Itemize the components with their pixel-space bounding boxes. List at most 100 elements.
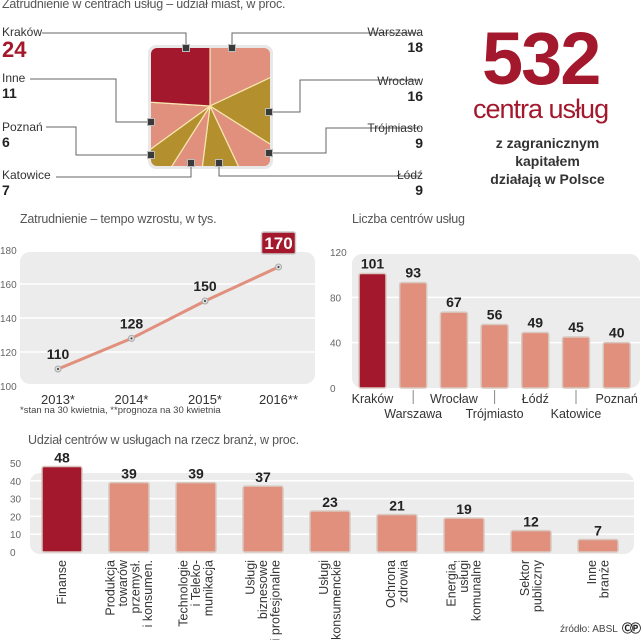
- city-y-tick: 0: [330, 384, 336, 395]
- leader-marker-krakow: [182, 44, 190, 52]
- industry-data-label: 21: [389, 498, 405, 514]
- line-y-tick: 140: [0, 314, 17, 325]
- pie-value-lodz: 9: [415, 182, 423, 198]
- leader-marker-warszawa: [228, 44, 236, 52]
- pie-value-katowice: 7: [2, 182, 10, 198]
- pie-value-krakow: 24: [2, 37, 27, 62]
- industry-y-tick: 50: [10, 459, 22, 470]
- city-bar-chart: 0 40 80 120 101 Kraków 93 Warszawa 67 Wrocław 56 Tr…: [330, 248, 640, 421]
- city-bar: [521, 331, 550, 389]
- line-y-tick: 180: [0, 246, 17, 257]
- pie-slice-inne: [151, 98, 212, 166]
- pie-slice-krakow: [151, 48, 211, 107]
- industry-x-label: publiczny: [530, 559, 544, 612]
- industry-bar-chart: 0 10 20 30 40 50 48 Finanse 39 Produkcjatowarówpr…: [10, 450, 634, 640]
- city-bar: [439, 311, 469, 389]
- city-x-label: Katowice: [551, 407, 602, 421]
- industry-bar: [577, 538, 619, 553]
- pie-value-trojmiasto: 9: [415, 135, 423, 151]
- city-x-label: Łódź: [522, 392, 549, 406]
- industry-x-label: Usługi: [317, 560, 331, 595]
- city-data-label: 67: [446, 294, 462, 310]
- line-point-center: [204, 300, 206, 302]
- headline-desc-line: z zagranicznym: [495, 135, 600, 151]
- pie-value-poznan: 6: [2, 134, 10, 150]
- industry-x-label: Sektor: [518, 560, 532, 596]
- leader-line-krakow: [42, 32, 187, 48]
- industry-x-label: Technologie: [177, 560, 191, 627]
- industry-data-label: 12: [523, 514, 539, 530]
- city-data-label: 45: [568, 319, 584, 335]
- leader-line-poznan: [46, 126, 151, 156]
- pie-label-warszawa: Warszawa: [367, 25, 423, 39]
- industry-x-label: zdrowia: [396, 560, 410, 603]
- industry-x-label: usługi: [457, 560, 471, 593]
- pie-label-inne: Inne: [2, 71, 26, 85]
- line-point-center: [277, 266, 280, 268]
- city-bar: [561, 336, 591, 389]
- industry-x-label: biznesowe: [256, 560, 270, 619]
- line-point-center: [130, 337, 133, 340]
- line-data-label: 170: [264, 234, 292, 253]
- industry-bar: [41, 465, 83, 553]
- line-series: [57, 265, 280, 371]
- city-y-tick: 120: [330, 248, 347, 259]
- industry-bar: [510, 529, 552, 553]
- industry-x-label: Usługi: [244, 560, 258, 595]
- leader-line-inne: [30, 78, 151, 123]
- industry-x-label: Inne: [585, 560, 599, 584]
- city-data-label: 49: [528, 314, 544, 330]
- pie-label-lodz: Łódź: [396, 168, 423, 182]
- leader-line-warszawa: [231, 32, 420, 48]
- city-bar: [602, 341, 631, 389]
- leader-marker-trojmiasto: [265, 149, 273, 157]
- pie-slice-katowice: [151, 105, 211, 166]
- industry-data-label: 37: [255, 469, 271, 485]
- industry-x-label: Produkcja: [103, 560, 117, 616]
- line-x-tick: 2014*: [115, 392, 149, 407]
- line-x-tick: 2013*: [41, 392, 75, 407]
- leader-marker-katowice: [187, 159, 195, 167]
- creative-commons-icon: ⒸⓅ: [622, 623, 641, 635]
- industry-data-label: 48: [54, 450, 70, 466]
- leader-line-wroclaw: [269, 79, 420, 113]
- pie-value-warszawa: 18: [407, 39, 423, 55]
- industry-y-tick: 20: [10, 512, 22, 523]
- industry-x-label: konsumenckie: [329, 560, 343, 640]
- pie-label-trojmiasto: Trójmiasto: [367, 121, 423, 135]
- industry-bar: [108, 481, 150, 553]
- city-x-label: Poznań: [595, 392, 637, 406]
- industry-chart-title: Udział centrów w usługach na rzecz branż…: [28, 433, 299, 447]
- industry-x-label: branże: [597, 560, 611, 598]
- industry-y-tick: 30: [10, 495, 22, 506]
- industry-y-tick: 0: [10, 548, 16, 559]
- industry-x-label: Ochrona: [384, 560, 398, 608]
- city-data-label: 40: [609, 325, 625, 341]
- industry-x-label: Energia,: [445, 560, 459, 607]
- line-chart-footnote: *stan na 30 kwietnia, **prognoza na 30 k…: [20, 405, 221, 416]
- line-data-label: 150: [193, 278, 217, 294]
- line-data-label: 110: [47, 346, 70, 362]
- industry-bar: [443, 517, 485, 553]
- industry-bar: [242, 485, 284, 553]
- industry-x-label: komunalne: [470, 560, 484, 621]
- industry-y-tick: 10: [10, 530, 22, 541]
- city-x-label: Trójmiasto: [466, 407, 524, 421]
- headline-subtitle: centra usług: [473, 94, 609, 124]
- city-x-label: Kraków: [352, 392, 395, 406]
- line-y-tick: 100: [0, 382, 17, 393]
- line-x-tick: 2015*: [188, 392, 222, 407]
- line-chart-title: Zatrudnienie – tempo wzrostu, w tys.: [20, 212, 217, 226]
- line-highlight-badge: [260, 231, 297, 255]
- pie-label-poznan: Poznań: [2, 120, 43, 134]
- line-x-tick: 2016**: [259, 392, 298, 407]
- line-point-center: [57, 368, 59, 370]
- source-note: źródło: ABSL: [560, 624, 618, 635]
- leader-line-trojmiasto: [269, 127, 420, 154]
- industry-data-label: 23: [322, 494, 338, 510]
- industry-y-tick: 40: [10, 477, 22, 488]
- pie-slice-lodz: [195, 103, 258, 166]
- leader-line-katowice: [56, 163, 192, 178]
- industry-x-label: i profesjonalne: [269, 560, 283, 640]
- industry-data-label: 7: [594, 523, 602, 539]
